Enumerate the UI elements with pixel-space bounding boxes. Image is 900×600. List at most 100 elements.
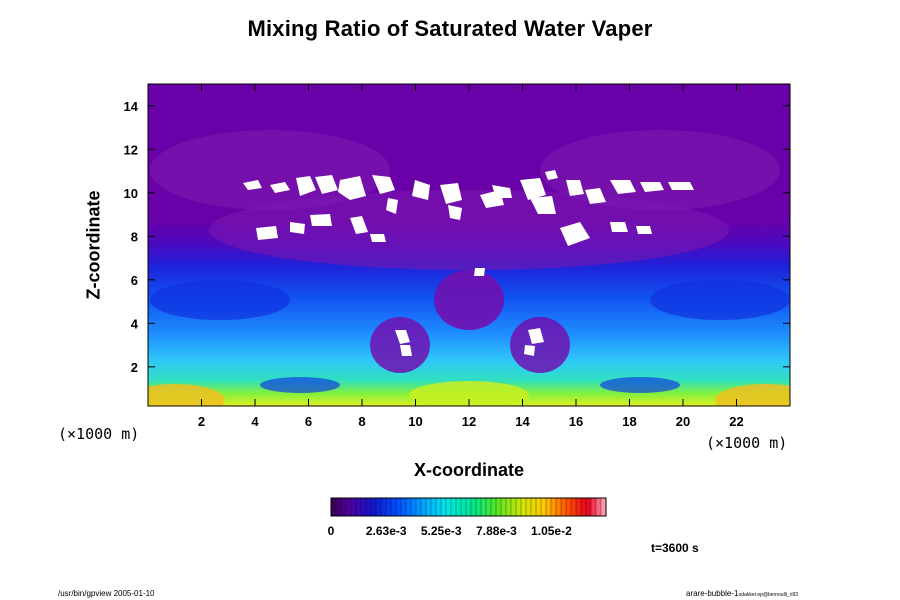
y-tick-label: 10: [124, 186, 138, 201]
colorbar-cell: [370, 497, 377, 517]
plume-center: [434, 270, 504, 330]
colorbar-cell: [510, 497, 517, 517]
colorbar-cell: [460, 497, 467, 517]
x-tick-label: 18: [622, 414, 636, 429]
x-tick-label: 12: [462, 414, 476, 429]
colorbar-cell: [465, 497, 472, 517]
colorbar-cell: [570, 497, 577, 517]
x-tick-label: 2: [198, 414, 205, 429]
colorbar-cell: [555, 497, 562, 517]
colorbar-cell: [565, 497, 572, 517]
x-tick-label: 22: [729, 414, 743, 429]
x-axis-label: X-coordinate: [413, 460, 524, 480]
colorbar-frame: [330, 497, 607, 517]
band-right: [650, 280, 790, 320]
colorbar-cell: [550, 497, 557, 517]
colorbar-cell: [520, 497, 527, 517]
colorbar-cell: [425, 497, 432, 517]
colorbar-cell: [385, 497, 392, 517]
colorbar-cell: [390, 497, 397, 517]
warm-right: [715, 384, 790, 406]
colorbar-cell: [430, 497, 437, 517]
time-annotation: t=3600 s: [651, 541, 699, 555]
colorbar-cell: [470, 497, 477, 517]
colorbar-cell: [490, 497, 497, 517]
colorbar-tick-label: 7.88e-3: [476, 524, 517, 538]
colorbar-cell: [330, 497, 337, 517]
colorbar-cell: [560, 497, 567, 517]
colorbar-cell: [395, 497, 402, 517]
colorbar-cell: [485, 497, 492, 517]
colorbar-cell: [455, 497, 462, 517]
heatmap-field: [148, 84, 790, 406]
x-tick-label: 20: [676, 414, 690, 429]
colorbar-cell: [590, 497, 597, 517]
x-tick-label: 16: [569, 414, 583, 429]
band-left: [150, 280, 290, 320]
colorbar-cell: [545, 497, 552, 517]
colorbar-cell: [475, 497, 482, 517]
colorbar-cell: [585, 497, 592, 517]
footer-left: /usr/bin/gpview 2005-01-10: [58, 589, 155, 598]
x-tick-label: 8: [358, 414, 365, 429]
x-axis-unit: (×1000 m): [706, 434, 788, 452]
colorbar-cell: [575, 497, 582, 517]
plume-right-lobe: [510, 317, 570, 373]
blue-streak-left: [260, 377, 340, 393]
footer-right-small: odakker.ep@bernoulli_ri93: [738, 592, 799, 598]
colorbar-cell: [415, 497, 422, 517]
x-tick-label: 14: [515, 414, 530, 429]
colorbar-cell: [420, 497, 427, 517]
colorbar-cell: [435, 497, 442, 517]
colorbar-cell: [405, 497, 412, 517]
colorbar-cell: [365, 497, 372, 517]
y-axis: 2 4 6 8 10 12 14: [124, 99, 790, 375]
colorbar-cell: [410, 497, 417, 517]
colorbar-cell: [335, 497, 342, 517]
y-tick-label: 6: [131, 273, 138, 288]
x-tick-label: 4: [251, 414, 259, 429]
colorbar-cell: [380, 497, 387, 517]
colorbar-cell: [445, 497, 452, 517]
saturated-patches: [243, 170, 694, 356]
colorbar-cell: [355, 497, 362, 517]
colorbar-cell: [360, 497, 367, 517]
y-tick-label: 14: [124, 99, 139, 114]
colorbar-cell: [400, 497, 407, 517]
colorbar-cell: [440, 497, 447, 517]
colorbar-cell: [580, 497, 587, 517]
colorbar-cells: [330, 497, 607, 517]
chart-title: Mixing Ratio of Saturated Water Vaper: [247, 16, 653, 41]
colorbar-cell: [495, 497, 502, 517]
plume-middle: [209, 190, 729, 270]
colorbar-cell: [375, 497, 382, 517]
y-tick-label: 12: [124, 142, 138, 157]
y-tick-label: 8: [131, 229, 138, 244]
colorbar-cell: [530, 497, 537, 517]
colorbar-tick-label: 5.25e-3: [420, 524, 462, 538]
footer-right-main: arare-bubble-1: [686, 589, 739, 598]
colorbar-cell: [535, 497, 542, 517]
warm-left: [148, 384, 225, 406]
x-axis: 2 4 6 8 10 12 14 16 18 20 22: [198, 84, 744, 429]
x-tick-label: 6: [305, 414, 312, 429]
colorbar-cell: [345, 497, 352, 517]
blue-streak-right: [600, 377, 680, 393]
colorbar-cell: [350, 497, 357, 517]
colorbar-tick-label: 0: [327, 524, 335, 538]
colorbar-tick-label: 1.05e-2: [531, 524, 572, 538]
x-tick-label: 10: [408, 414, 422, 429]
colorbar-cell: [450, 497, 457, 517]
colorbar-cell: [515, 497, 522, 517]
colorbar-cell: [500, 497, 507, 517]
colorbar-tick-label: 2.63e-3: [365, 524, 407, 538]
colorbar-cell: [525, 497, 532, 517]
warm-center: [409, 381, 529, 406]
footer-right: arare-bubble-1odakker.ep@bernoulli_ri93: [686, 589, 798, 598]
y-axis-unit: (×1000 m): [58, 425, 140, 443]
colorbar-cell: [540, 497, 547, 517]
y-tick-label: 4: [131, 316, 139, 331]
colorbar-cell: [505, 497, 512, 517]
